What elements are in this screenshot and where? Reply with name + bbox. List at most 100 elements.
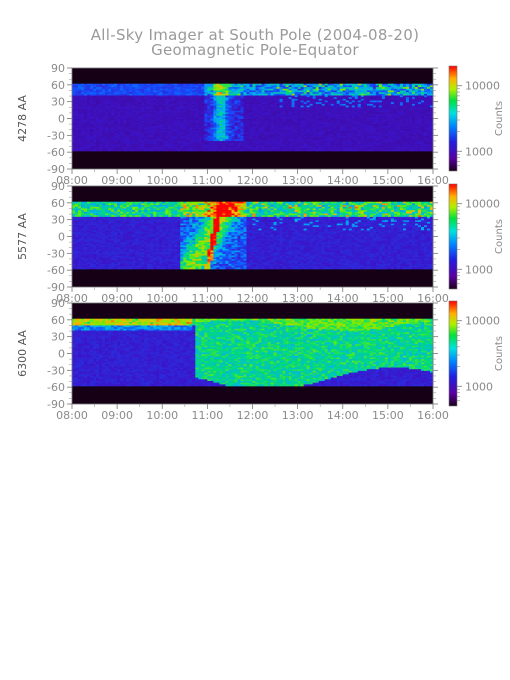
heatmap-cell xyxy=(219,112,223,115)
heatmap-cell xyxy=(90,140,94,143)
heatmap-cell xyxy=(333,108,338,111)
heatmap-cell xyxy=(114,115,118,118)
heatmap-cell xyxy=(123,93,127,96)
heatmap-cell xyxy=(384,139,389,142)
heatmap-cell xyxy=(369,117,374,120)
heatmap-cell xyxy=(279,85,283,88)
heatmap-cell xyxy=(372,103,377,106)
heatmap-cell xyxy=(363,92,368,95)
heatmap-cell xyxy=(267,124,271,127)
heatmap-cell xyxy=(390,117,395,120)
heatmap-cell xyxy=(159,115,163,118)
heatmap-cell xyxy=(228,85,232,88)
heatmap-cell xyxy=(357,95,362,98)
heatmap-cell xyxy=(330,125,335,128)
heatmap-cell xyxy=(123,119,127,122)
heatmap-cell xyxy=(150,124,154,127)
heatmap-cell xyxy=(219,137,223,140)
heatmap-cell xyxy=(342,119,347,122)
heatmap-cell xyxy=(249,140,253,143)
heatmap-cell xyxy=(288,132,292,135)
heatmap-cell xyxy=(393,135,398,138)
heatmap-cell xyxy=(165,92,169,95)
heatmap-cell xyxy=(378,90,383,93)
heatmap-cell xyxy=(324,149,329,152)
heatmap-cell xyxy=(246,100,250,103)
heatmap-cell xyxy=(108,92,112,95)
heatmap-cell xyxy=(174,139,178,142)
heatmap-cell xyxy=(393,147,398,150)
heatmap-cell xyxy=(126,124,130,127)
heatmap-cell xyxy=(330,112,335,115)
heatmap-cell xyxy=(213,83,217,86)
heatmap-cell xyxy=(75,250,79,253)
heatmap-cell xyxy=(357,124,362,127)
heatmap-cell xyxy=(99,85,103,88)
heatmap-cell xyxy=(252,115,256,118)
heatmap-cell xyxy=(309,147,313,150)
heatmap-cell xyxy=(195,144,199,147)
heatmap-cell xyxy=(237,139,241,142)
heatmap-cell xyxy=(162,110,166,113)
heatmap-cell xyxy=(306,134,310,137)
heatmap-cell xyxy=(411,117,416,120)
heatmap-cell xyxy=(129,114,133,116)
heatmap-cell xyxy=(72,102,76,105)
heatmap-cell xyxy=(402,144,407,147)
heatmap-cell xyxy=(186,92,190,95)
heatmap-cell xyxy=(126,98,130,101)
heatmap-cell xyxy=(264,92,268,95)
heatmap-cell xyxy=(318,107,322,110)
heatmap-cell xyxy=(201,145,205,148)
heatmap-cell xyxy=(327,140,332,143)
heatmap-cell xyxy=(390,93,395,96)
heatmap-cell xyxy=(234,100,238,103)
heatmap-cell xyxy=(378,102,383,105)
heatmap-cell xyxy=(405,129,410,132)
heatmap-cell xyxy=(231,110,235,113)
heatmap-cell xyxy=(192,92,196,95)
heatmap-cell xyxy=(330,120,335,123)
heatmap-cell xyxy=(279,114,283,116)
heatmap-cell xyxy=(375,110,380,113)
heatmap-cell xyxy=(189,103,193,106)
heatmap-cell xyxy=(201,129,205,132)
heatmap-cell xyxy=(180,142,184,145)
heatmap-cell xyxy=(177,119,181,122)
heatmap-cell xyxy=(414,100,419,103)
heatmap-cell xyxy=(147,108,151,111)
heatmap-cell xyxy=(249,95,253,98)
heatmap-cell xyxy=(384,119,389,122)
heatmap-cell xyxy=(84,88,88,91)
heatmap-cell xyxy=(291,132,295,135)
heatmap-cell xyxy=(171,130,175,133)
heatmap-cell xyxy=(153,85,157,88)
heatmap-cell xyxy=(396,93,401,96)
heatmap-cell xyxy=(72,135,76,138)
heatmap-cell xyxy=(369,124,374,127)
heatmap-cell xyxy=(270,97,274,100)
heatmap-cell xyxy=(186,100,190,103)
heatmap-cell xyxy=(153,97,157,100)
heatmap-cell xyxy=(81,125,85,128)
heatmap-cell xyxy=(198,144,202,147)
heatmap-cell xyxy=(183,142,187,145)
heatmap-cell xyxy=(174,119,178,122)
heatmap-cell xyxy=(291,142,295,145)
heatmap-cell xyxy=(114,88,118,91)
heatmap-cell xyxy=(180,97,184,100)
heatmap-cell xyxy=(177,129,181,132)
heatmap-cell xyxy=(189,124,193,127)
heatmap-cell xyxy=(417,87,422,90)
heatmap-cell xyxy=(282,144,286,147)
heatmap-cell xyxy=(306,85,310,88)
heatmap-cell xyxy=(90,95,94,98)
heatmap-cell xyxy=(213,108,217,111)
heatmap-cell xyxy=(168,95,172,98)
heatmap-cell xyxy=(237,130,241,133)
heatmap-cell xyxy=(150,115,154,118)
heatmap-cell xyxy=(306,130,310,133)
heatmap-cell xyxy=(177,127,181,130)
heatmap-cell xyxy=(207,103,211,106)
heatmap-cell xyxy=(426,103,431,106)
